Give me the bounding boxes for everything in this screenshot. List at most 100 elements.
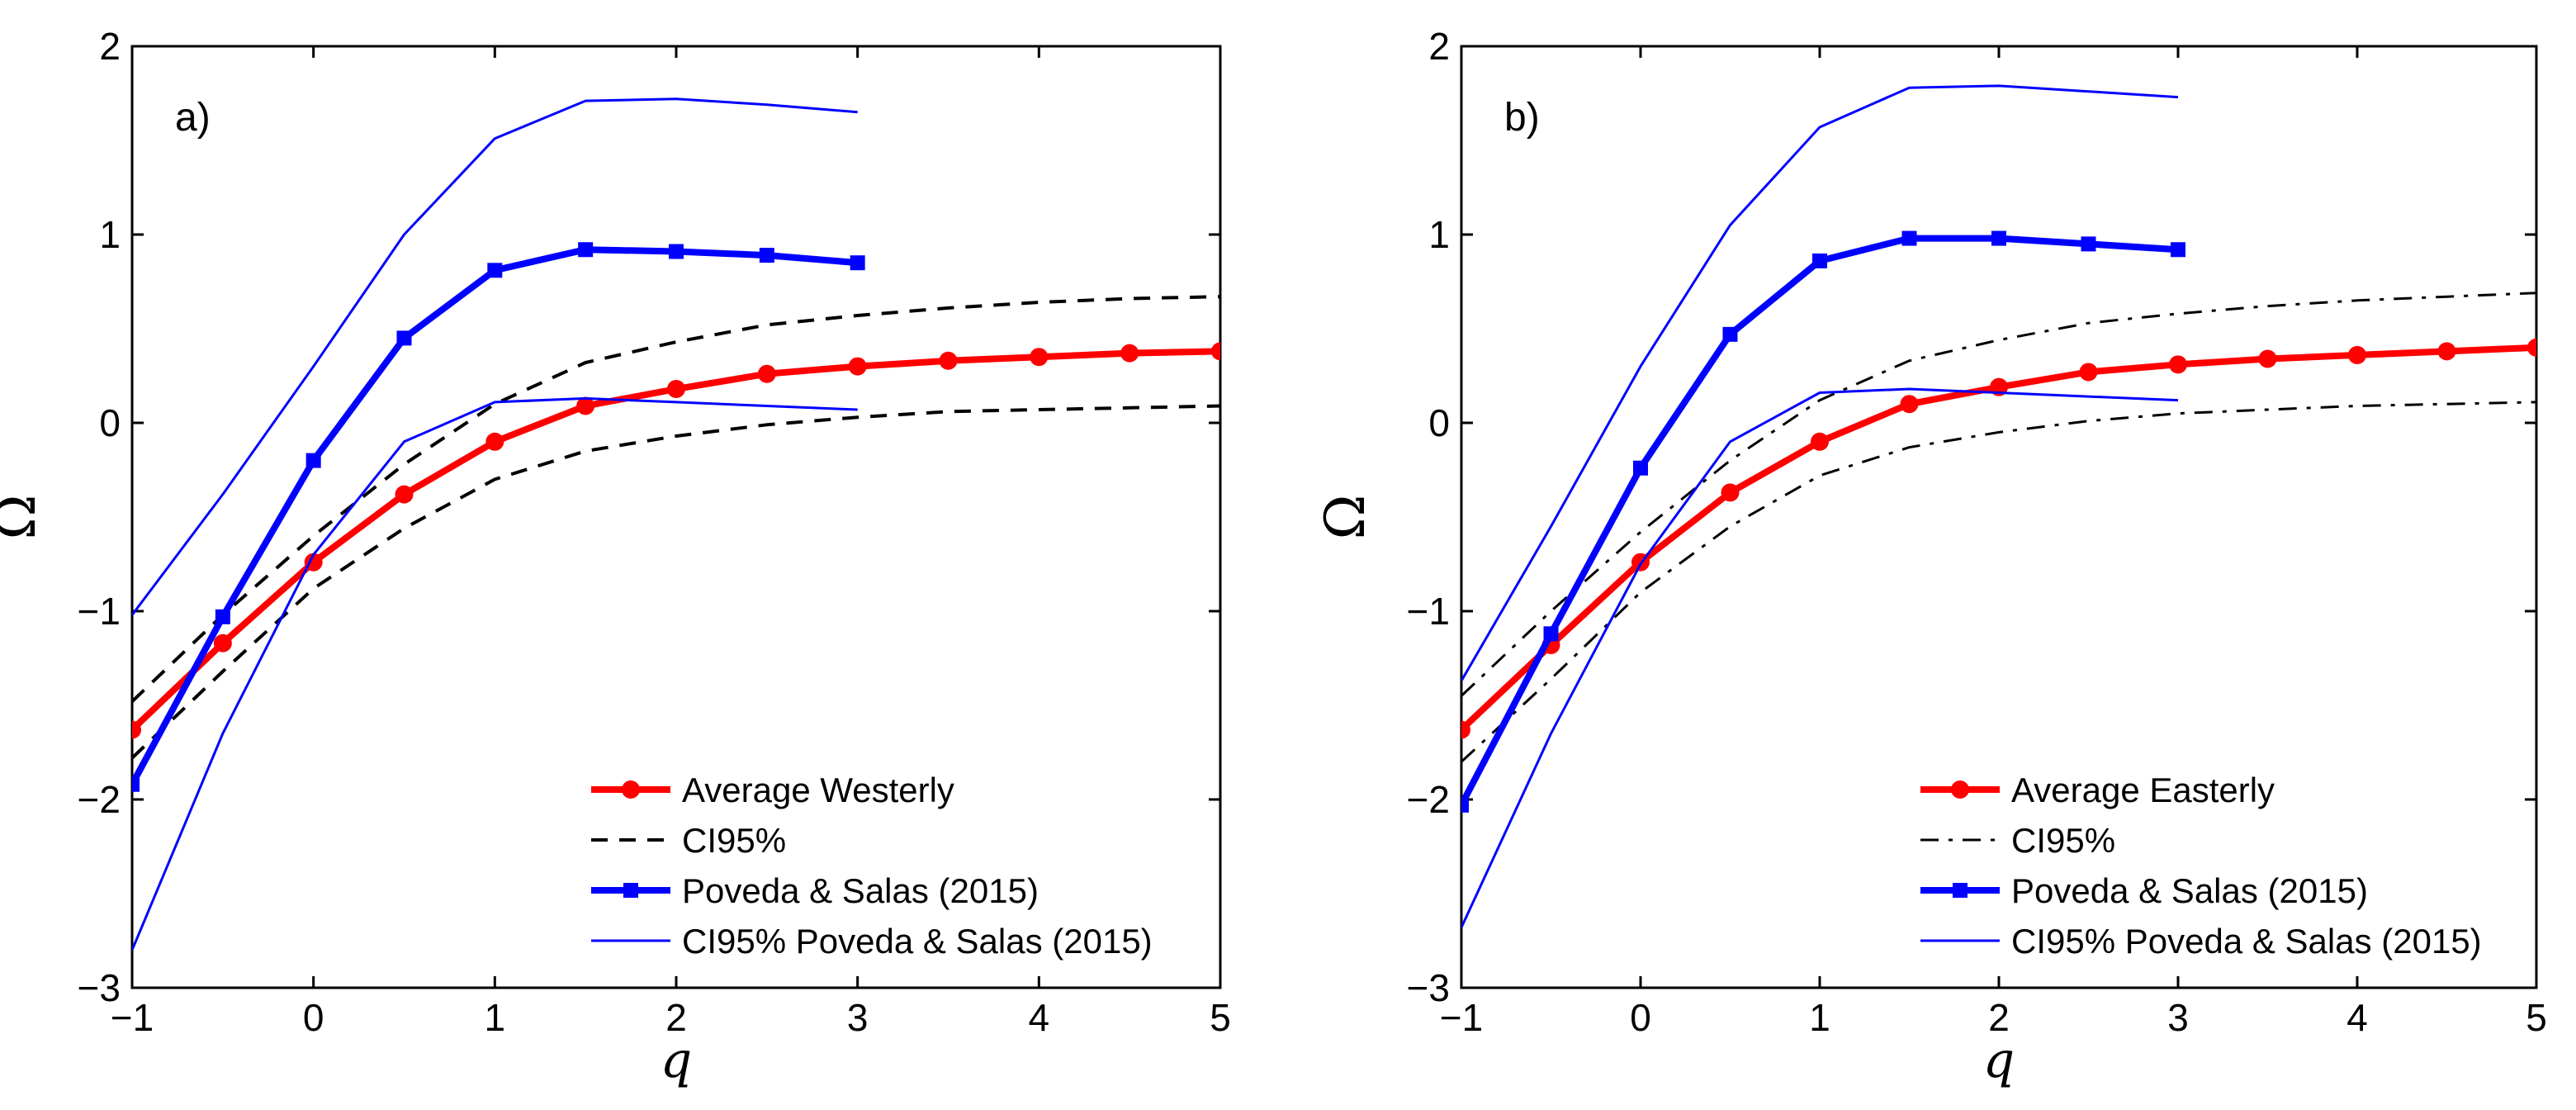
x-tick-label: 3 xyxy=(847,996,869,1039)
x-tick-label: 5 xyxy=(1210,996,1231,1039)
x-axis-label: q xyxy=(661,1032,692,1089)
data-point-marker xyxy=(1211,342,1220,361)
data-point-marker xyxy=(132,776,140,792)
y-tick-label: −2 xyxy=(1407,778,1450,821)
data-point-marker xyxy=(1991,230,2006,246)
y-tick-label: −3 xyxy=(1407,966,1450,1009)
panel-a-plot-area xyxy=(132,97,1220,951)
panel-label: b) xyxy=(1504,96,1540,140)
series-line-1 xyxy=(1461,292,2536,697)
x-tick-label: 2 xyxy=(665,996,687,1039)
data-point-marker xyxy=(213,633,232,652)
data-point-marker xyxy=(669,244,684,259)
x-tick-label: 1 xyxy=(485,996,506,1039)
series-line-2 xyxy=(1461,401,2536,763)
legend-label: CI95% Poveda & Salas (2015) xyxy=(682,922,1153,961)
legend-marker xyxy=(622,780,640,799)
data-point-marker xyxy=(1633,460,1648,476)
y-tick-label: −1 xyxy=(78,590,121,633)
legend-label: Poveda & Salas (2015) xyxy=(682,871,1039,910)
data-point-marker xyxy=(939,351,958,370)
x-tick-label: 1 xyxy=(1809,996,1830,1039)
series-line-0 xyxy=(132,348,1220,733)
data-point-marker xyxy=(848,357,867,376)
data-point-marker xyxy=(1901,230,1917,246)
data-point-marker xyxy=(1120,344,1139,363)
y-axis-label: Ω xyxy=(1314,495,1377,540)
legend-label: Average Westerly xyxy=(682,771,954,809)
data-point-marker xyxy=(1030,348,1049,367)
series-line-5 xyxy=(1461,387,2179,928)
x-tick-label: 5 xyxy=(2526,996,2547,1039)
series-line-4 xyxy=(1461,84,2179,682)
series-line-3 xyxy=(1461,235,2179,807)
y-axis-label: Ω xyxy=(0,495,48,540)
y-tick-label: −1 xyxy=(1407,590,1450,633)
data-point-marker xyxy=(759,248,774,263)
y-tick-label: 2 xyxy=(99,25,121,68)
data-point-marker xyxy=(2169,355,2187,374)
y-tick-label: 1 xyxy=(1428,213,1450,256)
data-point-marker xyxy=(395,485,414,504)
y-tick-label: 0 xyxy=(99,401,121,444)
data-point-marker xyxy=(2437,342,2456,361)
x-axis-label: q xyxy=(1983,1032,2015,1089)
x-tick-label: 0 xyxy=(303,996,324,1039)
panel-b-axes-box xyxy=(1460,45,2538,989)
y-tick-label: 0 xyxy=(1428,401,1450,444)
data-point-marker xyxy=(132,720,141,739)
data-point-marker xyxy=(1461,720,1470,739)
data-point-marker xyxy=(2527,338,2536,357)
series-line-5 xyxy=(132,396,858,951)
legend-label: Average Easterly xyxy=(2011,771,2275,809)
data-point-marker xyxy=(1900,395,1919,414)
y-tick-label: −2 xyxy=(78,778,121,821)
x-tick-label: 4 xyxy=(2346,996,2368,1039)
data-point-marker xyxy=(1543,626,1559,642)
data-point-marker xyxy=(850,255,865,271)
data-point-marker xyxy=(576,396,595,415)
data-point-marker xyxy=(667,379,685,398)
data-point-marker xyxy=(1721,483,1740,502)
legend-label: CI95% xyxy=(682,821,786,860)
y-tick-label: −3 xyxy=(78,966,121,1009)
data-point-marker xyxy=(215,609,230,624)
data-point-marker xyxy=(1722,326,1738,342)
legend-label: CI95% xyxy=(2011,821,2115,860)
x-tick-label: −1 xyxy=(1440,996,1483,1039)
data-point-marker xyxy=(305,453,321,468)
legend-label: CI95% Poveda & Salas (2015) xyxy=(2011,922,2482,961)
legend-marker xyxy=(623,883,638,898)
panel-b-plot-area xyxy=(1461,84,2536,928)
legend-marker xyxy=(1951,780,1969,799)
data-point-marker xyxy=(757,364,776,383)
data-point-marker xyxy=(1461,797,1469,813)
data-point-marker xyxy=(2079,363,2098,382)
data-point-marker xyxy=(1812,253,1827,268)
x-tick-label: 0 xyxy=(1630,996,1651,1039)
series-line-2 xyxy=(132,404,1220,760)
panel-a-axes-box xyxy=(130,45,1222,989)
data-point-marker xyxy=(578,242,594,258)
y-tick-label: 2 xyxy=(1428,25,1450,68)
data-point-marker xyxy=(304,553,323,572)
x-tick-label: −1 xyxy=(111,996,154,1039)
legend-marker xyxy=(1953,883,1968,898)
data-point-marker xyxy=(2171,242,2185,258)
series-line-4 xyxy=(132,97,858,616)
data-point-marker xyxy=(2348,345,2366,364)
x-tick-label: 4 xyxy=(1029,996,1050,1039)
data-point-marker xyxy=(487,263,503,278)
data-point-marker xyxy=(1811,432,1829,451)
data-point-marker xyxy=(2081,236,2096,252)
x-tick-label: 3 xyxy=(2167,996,2189,1039)
data-point-marker xyxy=(2258,349,2277,368)
x-tick-label: 2 xyxy=(1988,996,2010,1039)
y-tick-label: 1 xyxy=(99,213,121,256)
legend-label: Poveda & Salas (2015) xyxy=(2011,871,2368,910)
data-point-marker xyxy=(485,432,504,451)
panel-label: a) xyxy=(175,96,211,140)
